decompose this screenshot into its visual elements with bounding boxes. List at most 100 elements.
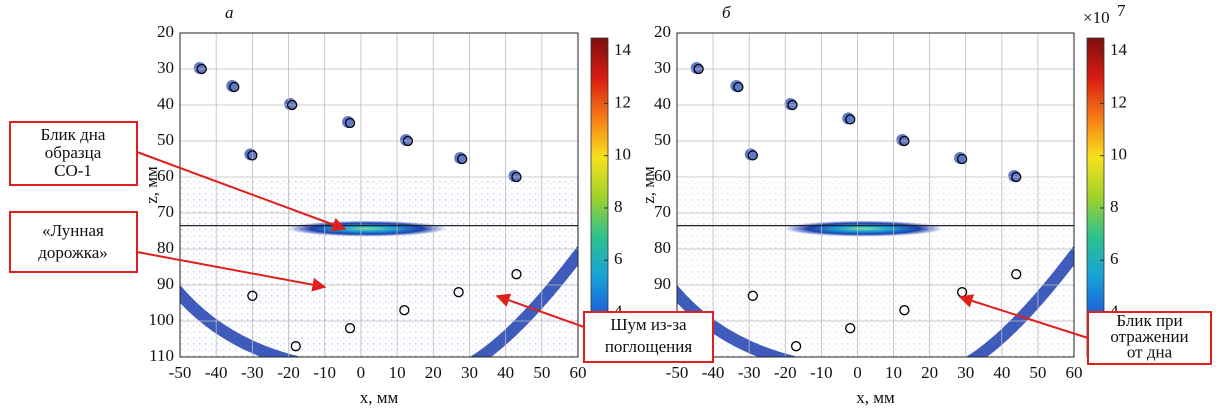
image bbox=[180, 33, 578, 357]
annotation-text: Шум из-за bbox=[610, 315, 687, 334]
x-tick-label: 0 bbox=[357, 363, 366, 382]
marker bbox=[787, 99, 798, 111]
colorbar-tick-label: 6 bbox=[614, 249, 623, 268]
x-tick-label: -10 bbox=[313, 363, 336, 382]
marker bbox=[344, 323, 356, 334]
annotation-text: Блик дна bbox=[41, 125, 106, 144]
y-axis-label: z, мм bbox=[142, 166, 161, 204]
colorbar bbox=[1086, 37, 1105, 358]
marker bbox=[453, 287, 464, 298]
marker bbox=[457, 153, 468, 165]
x-tick-label: 20 bbox=[425, 363, 442, 382]
y-tick-label: 80 bbox=[157, 238, 174, 257]
marker bbox=[1011, 171, 1022, 183]
annotation-text: поглощения bbox=[605, 337, 693, 356]
y-axis-label: z, мм bbox=[639, 166, 658, 204]
arrow bbox=[958, 294, 1089, 339]
y-tick-label: 30 bbox=[654, 58, 671, 77]
marker bbox=[511, 171, 522, 183]
marker bbox=[290, 341, 301, 352]
x-tick-label: 50 bbox=[533, 363, 550, 382]
panel: -50 -40 -30 -20 -10 0 10 20 30 40 50 60 20 30 40 50 60 70… bbox=[142, 3, 632, 407]
x-tick-label: -40 bbox=[702, 363, 725, 382]
colorbar-tick-label: 4 bbox=[1110, 301, 1119, 320]
annotation-text: Блик при bbox=[1116, 311, 1182, 330]
marker bbox=[790, 341, 802, 352]
x-tick-label: -10 bbox=[810, 363, 833, 382]
arrow bbox=[136, 251, 327, 292]
annotation-text: от дна bbox=[1127, 343, 1173, 362]
absorption-arc bbox=[677, 284, 799, 357]
x-axis-label: x, мм bbox=[360, 388, 399, 407]
colorbar bbox=[590, 37, 609, 358]
colorbar-tick-label: 12 bbox=[1110, 92, 1127, 111]
colorbar-tick-label: 8 bbox=[1110, 197, 1119, 216]
colorbar-tick-label: 10 bbox=[614, 145, 631, 164]
annotation-text: «Лунная bbox=[42, 221, 104, 240]
y-tick-label: 20 bbox=[157, 22, 174, 41]
y-tick-label: 30 bbox=[157, 58, 174, 77]
y-tick-label: 40 bbox=[654, 94, 671, 113]
x-tick-label: 60 bbox=[1066, 363, 1083, 382]
colorbar-tick-label: 8 bbox=[614, 197, 623, 216]
reflection bbox=[784, 220, 943, 237]
x-tick-label: 40 bbox=[993, 363, 1010, 382]
annotation-text: СО-1 bbox=[54, 161, 92, 180]
marker bbox=[733, 81, 744, 93]
reflection bbox=[287, 220, 447, 237]
x-tick-label: -40 bbox=[205, 363, 228, 382]
arrow bbox=[136, 151, 347, 232]
panel: -50 -40 -30 -20 -10 0 10 20 30 40 50 60 20 30 40 50 60 70… bbox=[639, 1, 1128, 407]
y-tick-label: 70 bbox=[157, 202, 174, 221]
x-tick-label: 10 bbox=[389, 363, 406, 382]
x-tick-label: 10 bbox=[885, 363, 902, 382]
absorption-arc bbox=[965, 245, 1074, 357]
annotation-box bbox=[9, 211, 138, 273]
marker bbox=[402, 135, 414, 147]
colorbar-tick-label: 14 bbox=[1110, 40, 1128, 59]
annotations: Блик дна образца СО-1 «Лунная дорожка» Ш… bbox=[9, 121, 1212, 365]
absorption-arc bbox=[469, 245, 578, 357]
marker bbox=[956, 153, 968, 165]
y-tick-label: 60 bbox=[654, 166, 671, 185]
y-tick-label: 100 bbox=[149, 310, 175, 329]
x-tick-label: -30 bbox=[738, 363, 761, 382]
x-tick-label: -50 bbox=[169, 363, 192, 382]
x-axis-label: x, мм bbox=[856, 388, 895, 407]
y-tick-label: 90 bbox=[654, 274, 671, 293]
x-tick-label: -20 bbox=[277, 363, 300, 382]
x-tick-label: -30 bbox=[241, 363, 264, 382]
panels: -50 -40 -30 -20 -10 0 10 20 30 40 50 60203040506070… bbox=[142, 1, 1128, 407]
marker bbox=[747, 150, 758, 161]
marker bbox=[229, 81, 240, 93]
absorption-arc bbox=[180, 284, 302, 357]
colorbar-multiplier-exponent: 7 bbox=[1117, 1, 1126, 20]
marker bbox=[845, 323, 856, 334]
x-tick-label: 40 bbox=[497, 363, 514, 382]
y-tick-label: 80 bbox=[654, 238, 671, 257]
marker bbox=[511, 269, 522, 280]
colorbar-tick-label: 10 bbox=[1110, 145, 1127, 164]
x-tick-label: 30 bbox=[957, 363, 974, 382]
panel-label: а bbox=[225, 3, 234, 22]
marker bbox=[344, 117, 356, 129]
y-tick-label: 90 bbox=[157, 274, 174, 293]
marker bbox=[899, 135, 910, 147]
x-tick-label: 0 bbox=[853, 363, 862, 382]
x-tick-label: 50 bbox=[1029, 363, 1046, 382]
marker bbox=[1011, 269, 1022, 280]
x-tick-label: 30 bbox=[461, 363, 478, 382]
marker bbox=[399, 305, 410, 316]
x-tick-label: 20 bbox=[921, 363, 938, 382]
y-tick-label: 110 bbox=[149, 346, 174, 365]
y-tick-label: 20 bbox=[654, 22, 671, 41]
x-tick-label: -20 bbox=[774, 363, 797, 382]
marker bbox=[693, 63, 704, 75]
colorbar-multiplier: ×10 bbox=[1083, 8, 1110, 27]
arrow bbox=[495, 293, 585, 328]
x-tick-label: -50 bbox=[666, 363, 689, 382]
marker bbox=[247, 150, 258, 161]
marker bbox=[845, 114, 856, 125]
annotation-box bbox=[9, 121, 138, 186]
